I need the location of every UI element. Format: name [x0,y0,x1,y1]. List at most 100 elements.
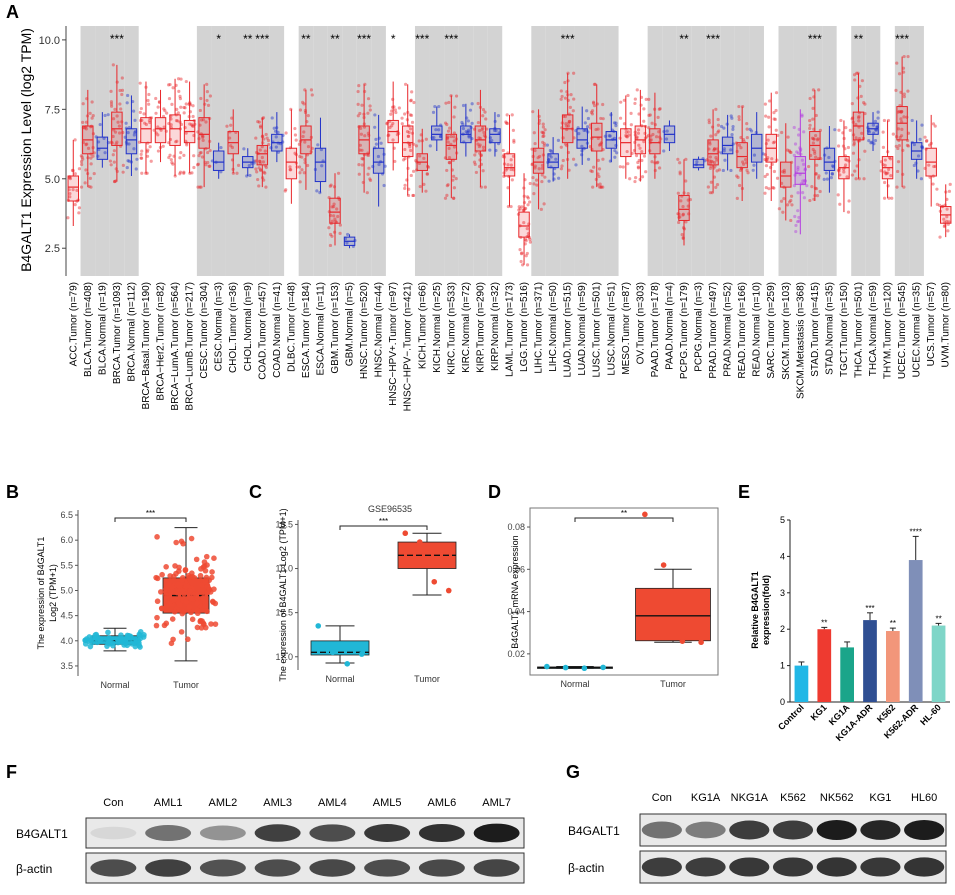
panel-a-point [633,97,637,101]
panelB-point [194,624,201,631]
panel-a-point [247,164,251,168]
panel-a-point [293,126,297,131]
panel-a-significance-label: *** [357,32,371,46]
panel-a-point [470,121,474,125]
panel-a-point [788,150,792,154]
panel-a-point [77,206,82,210]
panel-a-point [815,163,819,167]
panel-a-point [467,134,471,138]
panel-a-point [293,151,297,155]
panel-e-ylabel-2: expression(fold) [761,575,771,645]
panel-a-point [363,134,367,138]
panel-a-point [763,102,767,106]
panel-a-point [148,145,152,149]
panel-a-point [452,139,456,143]
panelB-point [178,577,185,584]
panelG-lane-label: Con [652,792,672,804]
panel-a-point [204,120,208,124]
panel-a-point [434,128,438,132]
panel-a-point [642,107,646,111]
panel-a-point [817,174,821,178]
panel-a-point [642,119,646,123]
panel-a-category-label: OV.Tumor (n=303) [635,282,646,364]
panel-e-significance-label: ** [890,619,896,628]
panelB-point [176,583,183,590]
panel-a-point [793,142,798,146]
panel-a-point [115,140,119,144]
panel-a-category-label: BLCA.Tumor (n=408) [83,282,94,377]
panelB-point [168,640,175,647]
panel-a-point [813,149,817,153]
panel-a-point [796,167,800,172]
panel-a-point [525,263,530,267]
panel-a-point [203,102,207,106]
panel-a-point [790,194,794,198]
panelC-point [315,623,322,629]
panel-a-point [764,164,769,168]
panel-a-category-label: TGCT.Tumor (n=150) [839,282,850,377]
panel-a-point [338,223,342,227]
panel-a-point [177,89,181,93]
panelG-band [860,857,901,877]
panel-a-point [635,135,639,139]
panel-a-point [531,110,535,114]
panel-a-point [190,124,194,128]
panel-a-point [818,189,822,194]
panel-a-point [452,186,456,190]
panel-a-point [801,191,805,195]
panel-a-point [356,89,360,94]
panel-a-point [890,196,894,200]
panel-a-point [127,142,131,146]
panel-a-point [182,171,186,175]
panel-a-point [679,199,683,203]
panel-a-point [942,217,946,221]
panel-a-point [388,125,392,130]
panel-a-category-label: PCPG.Normal (n=3) [694,282,705,372]
panel-a-point [79,185,84,189]
panel-a-point [851,151,856,155]
panel-a-category-label: MESO.Tumor (n=87) [621,282,632,375]
panel-a-point [197,154,201,158]
panel-e-bar [931,625,946,702]
panel-a-point [836,144,841,148]
panel-a-point [656,160,660,164]
panel-a-point [188,122,192,126]
panel-a-point [257,159,262,163]
panel-a-point [767,125,771,129]
panel-a-point [933,124,937,128]
panel-a-point [332,205,336,209]
panelB-point [171,596,178,603]
panel-a-point [121,163,125,167]
panel-a-point [730,116,734,120]
panel-a-point [709,180,713,184]
panel-a-point [264,165,268,170]
panel-a-point [184,139,188,143]
panel-a-point [626,93,630,98]
panel-a-point [765,172,769,177]
panel-a-point [133,131,137,135]
panel-a-point [853,169,857,173]
panel-a-point [782,197,786,201]
panel-a-category-label: THCA.Normal (n=59) [868,282,879,376]
panel-a-point [900,120,904,124]
panel-a-point [176,111,180,115]
panel-a-point [887,167,891,172]
panel-a-point [184,102,188,106]
panelB-point [98,636,104,642]
panel-a-point [109,163,113,167]
panel-a-point [902,185,906,189]
panel-a-box [532,147,545,174]
panel-a-point [394,110,398,115]
panel-a-point [476,142,480,146]
panel-a-point [618,116,623,120]
panel-label-f: F [6,762,17,782]
panelB-point [194,595,200,602]
panel-a-shade-band [298,26,314,276]
panel-a-point [84,120,89,124]
panel-a-point [719,124,724,129]
panel-a-point [408,142,412,147]
panelB-point [188,609,194,616]
panelG-band [904,819,945,841]
panelF-band [309,824,356,842]
panel-a-point [162,125,166,129]
